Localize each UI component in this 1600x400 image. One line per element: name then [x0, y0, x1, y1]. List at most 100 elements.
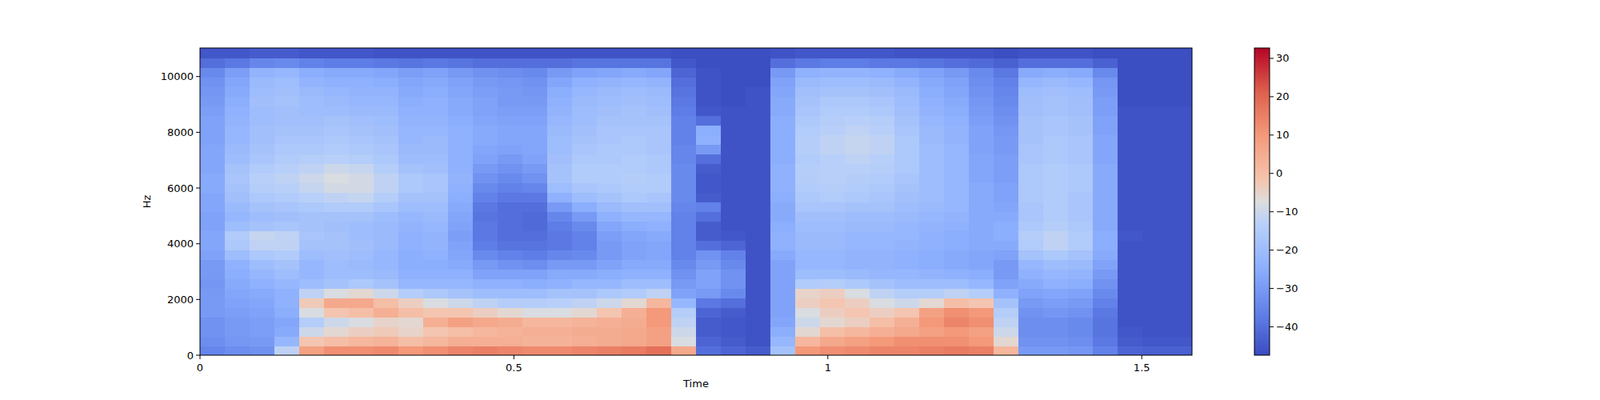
cell [200, 48, 226, 59]
cell [844, 230, 871, 241]
cell [1142, 288, 1168, 299]
cell [1018, 336, 1044, 347]
cell [274, 307, 300, 318]
cell [993, 240, 1020, 251]
cell [448, 345, 474, 356]
cell [993, 201, 1020, 212]
cell [1117, 124, 1144, 136]
cell [696, 240, 722, 251]
cell [472, 153, 499, 164]
cell [993, 259, 1020, 270]
cell [1068, 172, 1094, 184]
cell [646, 220, 672, 232]
cell [200, 240, 226, 251]
cell [844, 297, 871, 308]
cell [869, 124, 896, 136]
cell [224, 345, 251, 356]
cell [1018, 297, 1044, 308]
cell [324, 230, 350, 241]
cell [770, 201, 796, 212]
cell [646, 316, 672, 328]
cell [274, 278, 300, 289]
cell [795, 124, 821, 136]
cell [224, 297, 251, 308]
cell [919, 48, 945, 59]
cell [770, 211, 796, 222]
cell [448, 192, 474, 203]
cell [423, 316, 449, 328]
cell [398, 57, 424, 68]
cell [547, 240, 573, 251]
cell [596, 182, 623, 193]
cell [869, 172, 896, 184]
cell [720, 326, 747, 337]
cell [373, 249, 400, 260]
cell [224, 336, 251, 347]
cell [274, 220, 300, 232]
cell [770, 345, 796, 356]
cell [299, 105, 325, 116]
cell [373, 163, 400, 174]
cell [944, 240, 970, 251]
cell [919, 297, 945, 308]
cell [200, 230, 226, 241]
cell [894, 230, 920, 241]
cell [497, 96, 524, 107]
cell [448, 182, 474, 193]
cell [1092, 57, 1119, 68]
cell [1117, 259, 1144, 270]
cell [200, 268, 226, 280]
cell [919, 240, 945, 251]
cell [249, 76, 276, 88]
cell [348, 240, 375, 251]
cell [795, 76, 821, 88]
cell [696, 326, 722, 337]
cell [1068, 316, 1094, 328]
cell [1117, 307, 1144, 318]
cell [596, 249, 623, 260]
cell [324, 124, 350, 136]
cell [224, 105, 251, 116]
cell [423, 172, 449, 184]
cell [795, 336, 821, 347]
cell [299, 230, 325, 241]
cell [348, 288, 375, 299]
cell [745, 249, 772, 260]
cell [1043, 153, 1069, 164]
cell [745, 240, 772, 251]
cell [944, 326, 970, 337]
cell [844, 115, 871, 126]
cell [200, 57, 226, 68]
cell [324, 316, 350, 328]
cell [770, 259, 796, 270]
cell [448, 336, 474, 347]
cell [1043, 115, 1069, 126]
colorbar-tick [1269, 96, 1274, 97]
cell [472, 201, 499, 212]
cell [572, 220, 598, 232]
cell [1018, 249, 1044, 260]
cell [472, 211, 499, 222]
cell [646, 76, 672, 88]
cell [423, 124, 449, 136]
cell [1167, 316, 1192, 328]
cell [795, 259, 821, 270]
colorbar-tick-label: −20 [1276, 244, 1298, 256]
cell [348, 278, 375, 289]
cell [1018, 57, 1044, 68]
cell [968, 297, 995, 308]
cell [869, 182, 896, 193]
cell [944, 115, 970, 126]
cell [497, 211, 524, 222]
cell [968, 192, 995, 203]
cell [944, 288, 970, 299]
cell [448, 96, 474, 107]
cell [249, 230, 276, 241]
cell [745, 57, 772, 68]
cell [621, 105, 648, 116]
cell [224, 259, 251, 270]
cell [795, 288, 821, 299]
cell [472, 240, 499, 251]
cell [1068, 57, 1094, 68]
cell [324, 297, 350, 308]
